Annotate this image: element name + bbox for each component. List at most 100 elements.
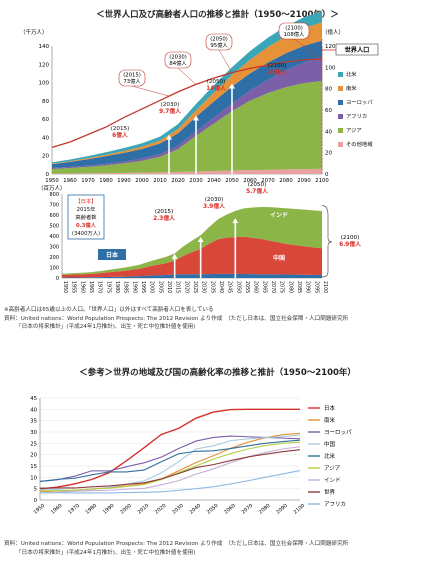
x-tick-1955: 1955 — [71, 281, 77, 293]
y-tick-40: 40 — [30, 407, 37, 413]
y-tick-right-100: 100 — [325, 65, 336, 71]
legend-swatch-4 — [338, 128, 343, 133]
x-tick-2045: 2045 — [227, 281, 233, 293]
source-line-1: 資料：United nations：World Population Prosp… — [4, 316, 349, 322]
x-tick-1970: 1970 — [97, 281, 103, 293]
y-tick-300: 300 — [49, 245, 59, 251]
country-area-0 — [62, 273, 322, 278]
series-line-5 — [39, 441, 301, 492]
x-tick-2100: 2100 — [322, 281, 328, 293]
x-tick-2070: 2070 — [270, 281, 276, 293]
x-tick-2090: 2090 — [275, 503, 289, 516]
country-callout-value-2: 5.7億人 — [246, 187, 268, 195]
y-tick-10: 10 — [30, 475, 37, 481]
series-line-0 — [39, 408, 300, 490]
japan-label: 日本 — [106, 251, 119, 259]
y-tick-left-140: 140 — [39, 44, 50, 50]
country-callout-year-0: (2015) — [155, 209, 174, 215]
japan-info-line-3: 0.3億人 — [76, 221, 97, 229]
y-tick-right-0: 0 — [325, 172, 329, 178]
country-callout-year-1: (2030) — [205, 197, 224, 203]
x-tick-2040: 2040 — [218, 281, 224, 293]
y-tick-left-80: 80 — [42, 99, 49, 105]
y-tick-45: 45 — [30, 396, 37, 402]
legend-swatch-5 — [338, 142, 343, 147]
y-tick-600: 600 — [49, 213, 59, 219]
x-tick-2095: 2095 — [313, 281, 319, 293]
x-tick-2060: 2060 — [253, 281, 259, 293]
x-tick-1975: 1975 — [105, 281, 111, 293]
x-tick-1960: 1960 — [50, 503, 64, 516]
elderly-callout-value-0: 6億人 — [112, 131, 128, 139]
legend-swatch-2 — [338, 100, 343, 105]
legend-label-5: アジア — [324, 465, 341, 472]
elderly-callout-value-2: 14億人 — [206, 84, 226, 92]
x-tick-2030: 2030 — [201, 281, 207, 293]
y-tick-35: 35 — [30, 419, 37, 425]
y-tick-left-0: 0 — [46, 172, 50, 178]
x-tick-2055: 2055 — [244, 281, 250, 293]
x-tick-1960: 1960 — [63, 178, 77, 184]
x-tick-2015: 2015 — [175, 281, 181, 293]
x-tick-1950: 1950 — [33, 503, 47, 516]
elderly-arrow-0-head — [166, 134, 172, 140]
world-callout-value-1: 84億人 — [169, 59, 187, 67]
chart-world-elderly-population: （千万人） （億人）0204060801001201400204060801001… — [20, 11, 379, 184]
x-tick-2010: 2010 — [166, 281, 172, 293]
legend-label-2: ヨーロッパ — [324, 429, 352, 436]
world-callout-year-1: (2030) — [169, 55, 187, 61]
country-arrow-2-head — [232, 218, 239, 224]
legend-label-6: インド — [324, 478, 341, 484]
y-tick-right-80: 80 — [325, 87, 332, 93]
world-callout-value-3: 108億人 — [284, 30, 305, 38]
x-tick-2090: 2090 — [305, 281, 311, 293]
y-tick-0: 0 — [34, 498, 38, 504]
japan-info-line-1: 2015年 — [77, 205, 96, 213]
x-tick-2050: 2050 — [235, 281, 241, 293]
world-population-line — [51, 58, 323, 148]
country-callout-year-2: (2050) — [248, 182, 267, 188]
x-tick-1970: 1970 — [81, 178, 95, 184]
legend-label-7: 世界 — [324, 488, 336, 496]
country-callout-year-3: (2100) — [341, 235, 360, 241]
legend-swatch-3 — [338, 114, 343, 119]
country-callout-value-1: 3.9億人 — [203, 202, 225, 210]
x-tick-1950: 1950 — [62, 281, 68, 293]
x-tick-2070: 2070 — [261, 178, 275, 184]
x-tick-1985: 1985 — [123, 281, 129, 293]
elderly-area-1 — [52, 80, 322, 174]
x-tick-1965: 1965 — [88, 281, 94, 293]
china-label: 中国 — [273, 254, 285, 262]
x-tick-2000: 2000 — [135, 178, 149, 184]
x-tick-2070: 2070 — [241, 503, 255, 516]
country-callout-value-3: 6.9億人 — [339, 240, 361, 248]
world-callout-line-2 — [218, 49, 233, 73]
x-tick-1990: 1990 — [131, 281, 137, 293]
x-tick-2020: 2020 — [171, 178, 185, 184]
country-arrow-1-head — [197, 237, 204, 243]
series-line-6 — [39, 446, 301, 494]
left-axis-unit: （千万人） — [20, 28, 48, 36]
elderly-area-2 — [52, 57, 322, 169]
y-tick-left-100: 100 — [39, 81, 50, 87]
japan-info-line-2: 高齢者数 — [75, 213, 97, 221]
elderly-area-0 — [52, 168, 322, 174]
world-callout-line-3 — [293, 38, 323, 60]
japan-info-line-0: 【日本】 — [75, 197, 96, 205]
world-callout-year-0: (2015) — [123, 73, 141, 79]
x-tick-2005: 2005 — [157, 281, 163, 293]
country-area-2 — [62, 207, 322, 275]
x-tick-2010: 2010 — [137, 503, 151, 516]
x-tick-2080: 2080 — [279, 178, 293, 184]
elderly-callout-year-0: (2015) — [111, 126, 130, 132]
elderly-arrow-2-head — [229, 83, 235, 89]
source2-line-2: 「日本の将来推計」(平成24年1月推計)、出生・死亡中位推計値を使用) — [16, 550, 196, 556]
series-line-7 — [39, 449, 301, 489]
legend-swatch-1 — [338, 86, 343, 91]
y-tick-500: 500 — [49, 224, 59, 230]
x-tick-2040: 2040 — [207, 178, 221, 184]
x-tick-2000: 2000 — [149, 281, 155, 293]
elderly-callout-value-3: 23億人 — [267, 68, 287, 76]
